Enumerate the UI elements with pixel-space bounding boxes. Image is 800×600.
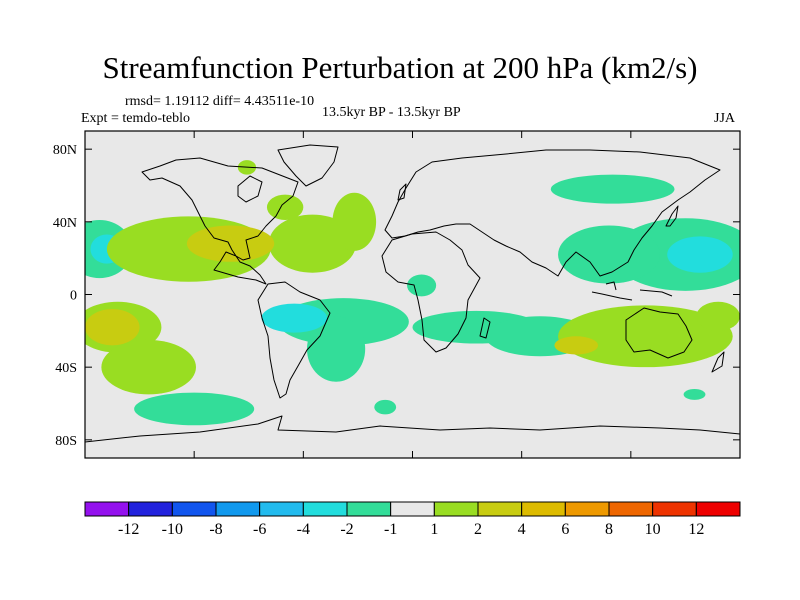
contour-region-1 <box>101 339 196 395</box>
coastlines <box>85 144 740 443</box>
contour-region--1 <box>407 274 437 297</box>
lon-tick-label: 120E <box>616 468 646 470</box>
experiment-label: Expt = temdo-teblo <box>81 111 190 126</box>
contour-region--1 <box>683 388 706 400</box>
colorbar-label: -10 <box>162 521 183 538</box>
contour-region--1 <box>550 174 675 204</box>
contour-region-1 <box>266 194 304 221</box>
australia-coast <box>625 307 693 359</box>
colorbar-box <box>171 501 217 517</box>
contour-region--1 <box>558 225 660 284</box>
madagascar-coast <box>479 317 491 339</box>
contour-region-2 <box>554 336 599 355</box>
contour-region--1 <box>134 392 255 426</box>
antarctica-coast <box>85 415 740 443</box>
lon-tick-label: 180 <box>730 468 751 470</box>
colorbar-box <box>215 501 261 517</box>
colorbar-box <box>695 501 741 517</box>
contour-region--1 <box>374 399 397 415</box>
colorbar-box <box>346 501 392 517</box>
colorbar-label: -2 <box>340 521 353 538</box>
lon-tick-label: 60E <box>510 468 533 470</box>
colorbar-box <box>652 501 697 517</box>
colorbar-label: -12 <box>118 521 139 538</box>
colorbar-box <box>259 501 304 517</box>
period-label: 13.5kyr BP - 13.5kyr BP <box>322 105 461 120</box>
uk-coast <box>397 183 407 201</box>
contour-region-1 <box>558 305 733 368</box>
colorbar-box <box>302 501 348 517</box>
world-map: 80N 40N 0 40S 80S 180 120W 60W 0 60E 120E 180 <box>53 130 751 470</box>
hudson-bay-coast <box>237 175 263 203</box>
colorbar-box <box>564 501 610 517</box>
contour-region-1 <box>696 301 740 331</box>
colorbar-box <box>608 501 654 517</box>
colorbar-label: 1 <box>430 521 438 538</box>
colorbar-label: 6 <box>561 521 569 538</box>
map-ticks <box>84 131 741 458</box>
lat-tick-label: 80N <box>53 143 77 158</box>
season-label: JJA <box>714 111 736 126</box>
colorbar-label: 4 <box>518 521 526 538</box>
north-america-coast <box>141 157 299 285</box>
europe-asia-coast <box>384 149 721 277</box>
contour-region-2 <box>85 309 140 346</box>
lon-tick-label: 180 <box>75 468 96 470</box>
colorbar-label: 2 <box>474 521 482 538</box>
colorbar-boxes <box>84 501 741 517</box>
contour-region-1 <box>332 192 377 251</box>
stats-label: rmsd= 1.19112 diff= 4.43511e-10 <box>125 94 315 109</box>
colorbar-label: -6 <box>253 521 266 538</box>
lon-tick-label: 120W <box>177 468 212 470</box>
lon-tick-label: 0 <box>409 468 416 470</box>
lat-tick-label: 0 <box>70 289 77 304</box>
colorbar-label: -1 <box>384 521 397 538</box>
lat-tick-label: 40S <box>55 361 77 376</box>
colorbar-label: 8 <box>605 521 613 538</box>
colorbar-box <box>521 501 566 517</box>
lat-tick-label: 40N <box>53 216 77 231</box>
map-tick-labels: 80N 40N 0 40S 80S 180 120W 60W 0 60E 120E 180 <box>53 143 751 470</box>
greenland-coast <box>277 144 339 187</box>
new-zealand-coast <box>711 351 725 373</box>
colorbar-box <box>477 501 523 517</box>
contour-fields <box>85 160 740 426</box>
contour-region-2 <box>186 225 275 262</box>
contour-region--2 <box>667 236 733 273</box>
colorbar-label: 10 <box>645 521 661 538</box>
colorbar-label: -8 <box>209 521 222 538</box>
colorbar-box <box>390 501 435 517</box>
contour-region--2 <box>261 303 327 333</box>
lat-tick-label: 80S <box>55 434 77 449</box>
colorbar-box <box>84 501 130 517</box>
plot-title: Streamfunction Perturbation at 200 hPa (… <box>102 50 698 85</box>
japan-coast <box>665 205 679 227</box>
lon-tick-label: 60W <box>290 468 318 470</box>
colorbar-label: -4 <box>297 521 310 538</box>
colorbar-box <box>433 501 479 517</box>
indonesia-coast <box>591 281 673 301</box>
colorbar-box <box>128 501 173 517</box>
africa-coast <box>381 231 481 353</box>
colorbar-labels: -12 -10 -8 -6 -4 -2 -1 1 2 4 6 8 10 12 <box>118 521 704 538</box>
colorbar-label: 12 <box>688 521 704 538</box>
south-america-coast <box>257 281 331 399</box>
